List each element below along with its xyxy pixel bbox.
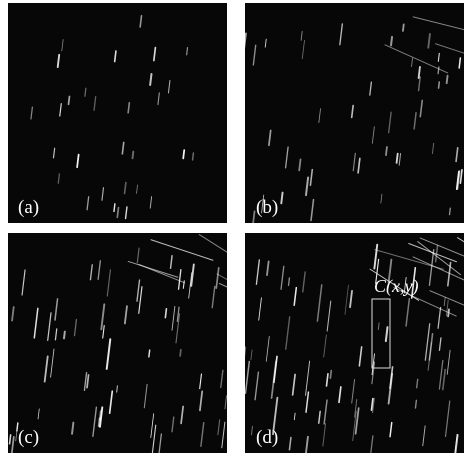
streak: [386, 147, 387, 155]
annotation: C(x,y): [374, 276, 418, 297]
panel-label: (a): [18, 197, 39, 218]
streak: [450, 208, 451, 215]
streak: [330, 371, 331, 378]
streak: [180, 350, 181, 356]
streak: [64, 332, 65, 339]
streak: [438, 67, 439, 74]
streak: [10, 435, 11, 444]
panel-label: (d): [256, 427, 278, 448]
streak: [69, 97, 70, 105]
streak: [114, 204, 115, 212]
streak: [193, 153, 194, 160]
streak: [133, 152, 134, 159]
streak: [403, 24, 404, 30]
streak: [439, 82, 440, 88]
streak: [117, 386, 118, 392]
streak: [281, 193, 282, 204]
panel-label: (c): [18, 427, 39, 448]
figure: (a) (b) (c) (d) C(x,y): [0, 0, 473, 455]
panel-b: [245, 3, 464, 223]
streak: [117, 208, 118, 218]
panel-label: (b): [256, 197, 278, 218]
panel-a: [8, 3, 227, 223]
streak: [72, 423, 73, 434]
streak: [150, 74, 151, 85]
streak: [415, 400, 416, 408]
streak: [149, 350, 150, 357]
streak: [165, 309, 166, 318]
streak: [447, 76, 448, 84]
streak: [289, 278, 290, 285]
streak: [100, 411, 101, 420]
streak: [183, 150, 184, 158]
streak: [397, 154, 398, 163]
streak: [391, 37, 392, 45]
